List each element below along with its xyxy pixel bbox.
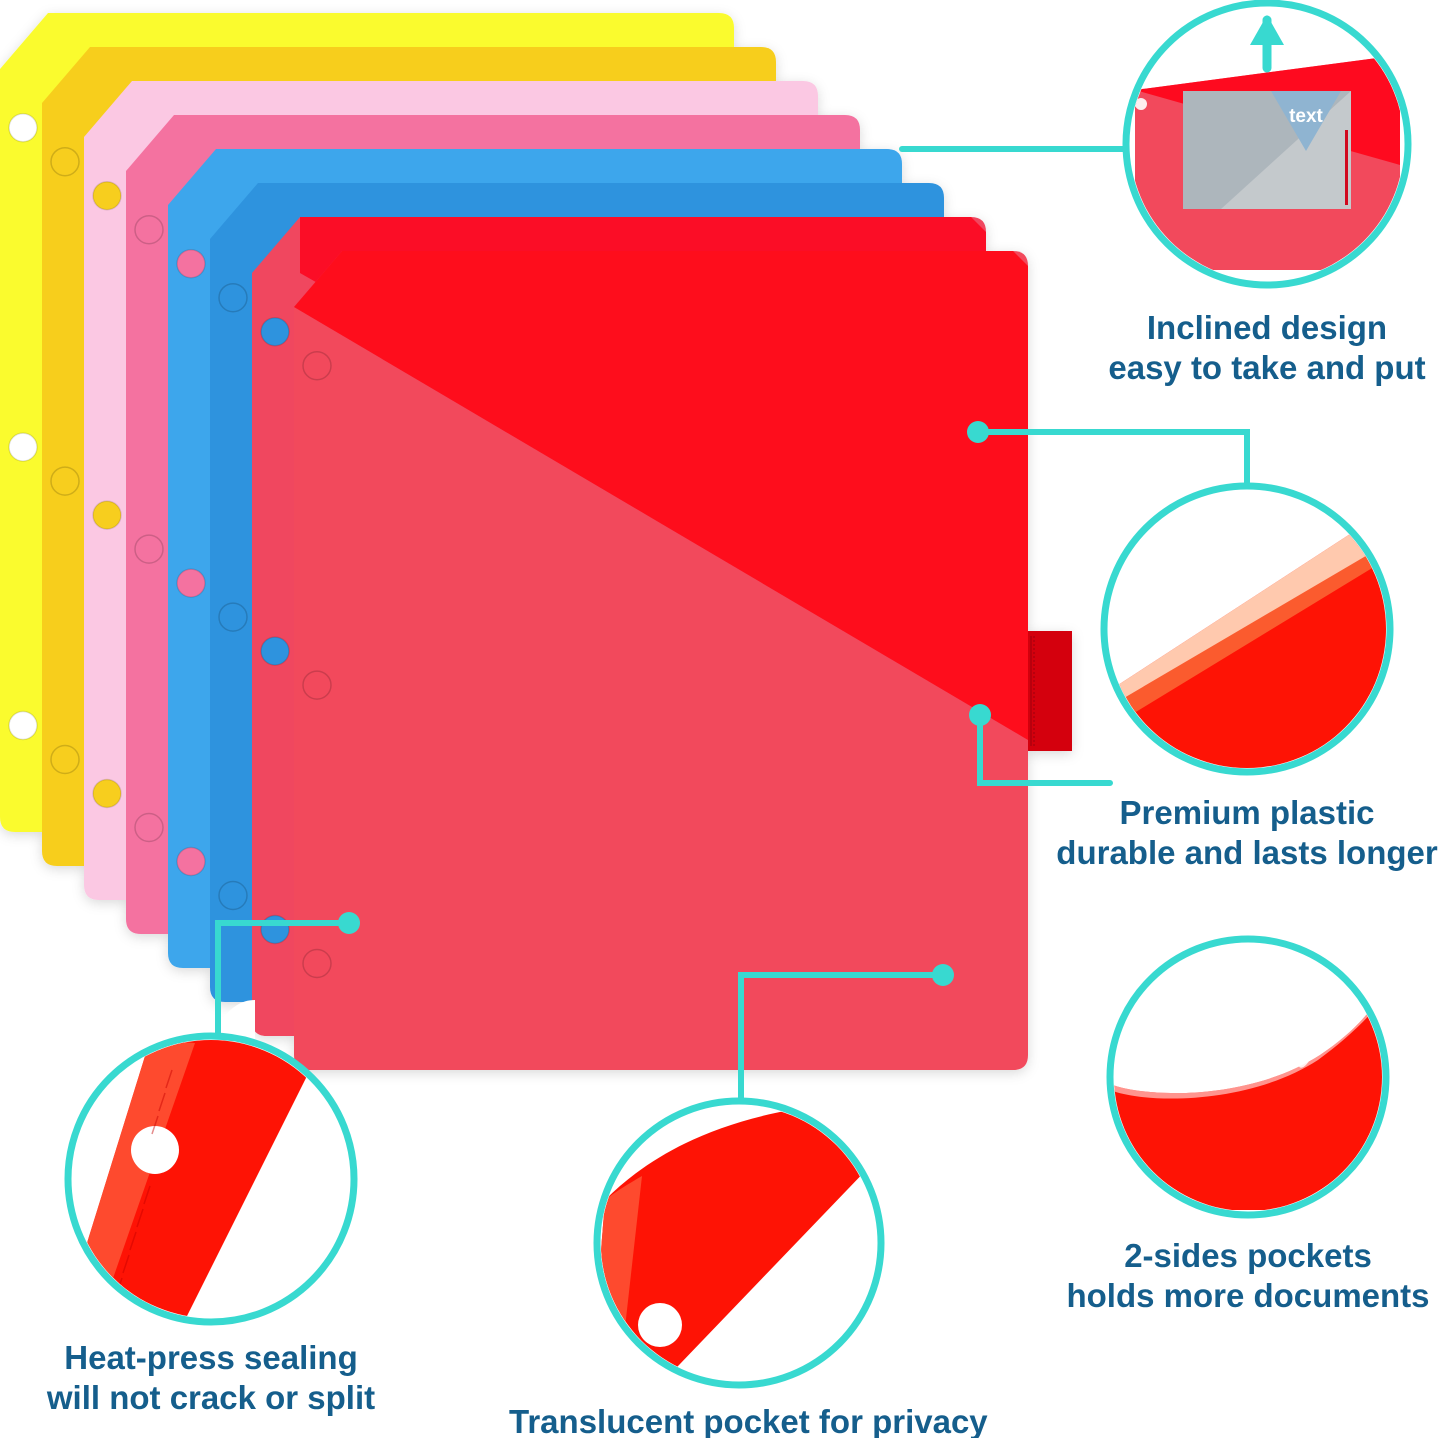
svg-text:text: text [1289,106,1323,127]
